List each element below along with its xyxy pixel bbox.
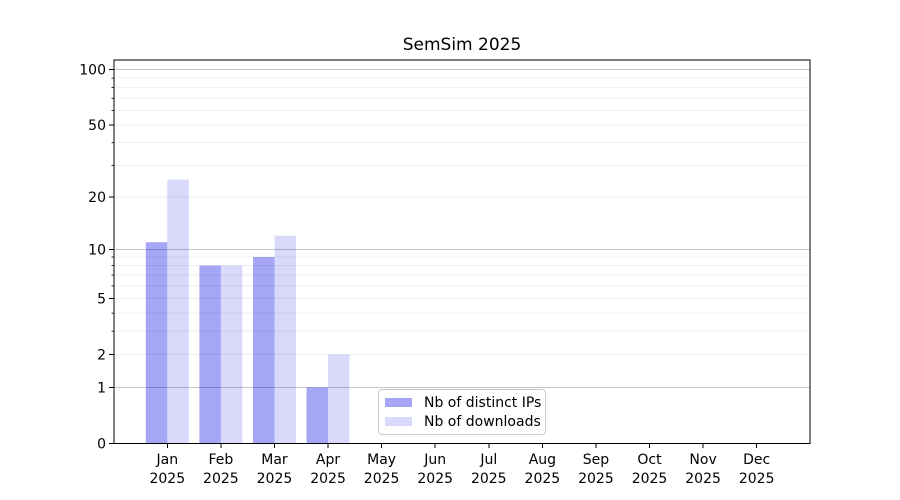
x-tick-label-jul: Jul 2025 [471, 452, 507, 487]
y-tick-label: 5 [97, 291, 106, 307]
y-tick-label: 100 [79, 63, 106, 79]
y-tick-label: 20 [88, 190, 106, 206]
x-tick-label-nov: Nov 2025 [685, 452, 721, 487]
y-tick-label: 1 [97, 380, 106, 396]
bar-nb-of-distinct-ips-jan [145, 242, 168, 444]
y-tick-label: 50 [88, 118, 106, 134]
bar-nb-of-downloads-mar [274, 235, 296, 444]
legend-item-downloads: Nb of downloads [385, 414, 541, 430]
x-tick-label-aug: Aug 2025 [525, 452, 561, 487]
legend-label-distinct-ips: Nb of distinct IPs [424, 394, 542, 411]
legend-label-downloads: Nb of downloads [424, 413, 541, 430]
x-tick-label-mar: Mar 2025 [257, 452, 293, 487]
bar-nb-of-distinct-ips-feb [199, 265, 221, 444]
bar-nb-of-downloads-apr [328, 354, 350, 444]
bar-nb-of-downloads-feb [220, 265, 243, 444]
x-tick-label-dec: Dec 2025 [739, 452, 775, 487]
legend-item-distinct-ips: Nb of distinct IPs [385, 395, 541, 411]
x-tick-label-jan: Jan 2025 [149, 452, 185, 487]
y-tick-label: 0 [97, 437, 106, 453]
legend: Nb of distinct IPs Nb of downloads [378, 389, 546, 435]
x-tick-label-apr: Apr 2025 [310, 452, 346, 487]
chart-title: SemSim 2025 [402, 35, 522, 55]
bar-nb-of-downloads-jan [167, 179, 189, 444]
plot-frame [113, 59, 811, 444]
x-tick-label-feb: Feb 2025 [203, 452, 239, 487]
x-tick-label-oct: Oct 2025 [632, 452, 668, 487]
legend-swatch-downloads [385, 417, 412, 426]
x-tick-label-may: May 2025 [364, 452, 400, 487]
x-tick-label-sep: Sep 2025 [578, 452, 614, 487]
legend-swatch-distinct-ips [385, 398, 412, 407]
x-tick-label-jun: Jun 2025 [417, 452, 453, 487]
y-tick-label: 2 [97, 348, 106, 364]
y-tick-label: 10 [88, 242, 106, 258]
bar-nb-of-distinct-ips-mar [253, 257, 275, 444]
bar-nb-of-distinct-ips-apr [306, 387, 328, 444]
